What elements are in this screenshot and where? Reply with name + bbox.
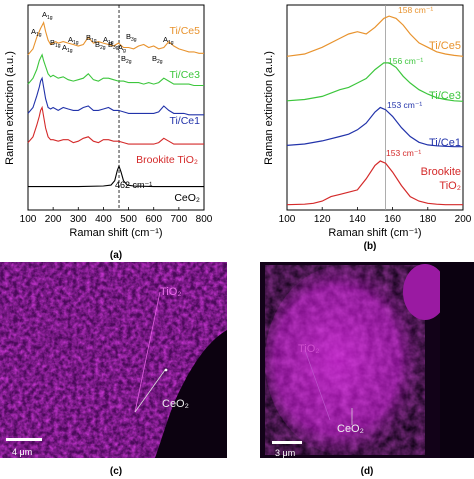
x-tick-label-b-2: 140 <box>349 214 366 225</box>
mode-label-B3g_2: B3g <box>126 32 137 43</box>
mode-label-A1g_5: A1g <box>163 35 174 46</box>
x-tick-label-a-4: 500 <box>120 214 137 225</box>
series-line-0 <box>27 21 204 56</box>
panel-a-ylabel: Raman extinction (a.u.) <box>4 51 16 165</box>
mode-label-B2g_3: B2g <box>152 54 163 65</box>
mode-label-A1g_3: A1g <box>68 35 79 46</box>
b-peak-label-3: 153 cm⁻¹ <box>386 148 421 158</box>
tio2-pointer-c <box>134 291 161 413</box>
series-label-4: CeO₂ <box>174 192 200 204</box>
series-line-4 <box>28 164 204 188</box>
b-series-label-3: Brookite <box>421 166 461 178</box>
x-tick-label-a-5: 600 <box>145 214 162 225</box>
caption-b: (b) <box>364 241 377 252</box>
x-tick-label-a-7: 800 <box>196 214 213 225</box>
x-tick-label-b-0: 100 <box>279 214 296 225</box>
mode-label-A1g_4: A1g <box>103 35 114 46</box>
x-tick-label-b-1: 120 <box>314 214 331 225</box>
b-series-line-1 <box>286 62 464 102</box>
series-label-2: Ti/Ce1 <box>169 115 200 127</box>
x-tick-label-b-3: 160 <box>384 214 401 225</box>
mode-label-A1g_left: A1g <box>31 27 42 38</box>
series-line-1 <box>27 53 204 87</box>
ceo2-pointer-c <box>134 369 166 413</box>
series-line-2 <box>27 76 204 116</box>
scalebar-label-c: 4 μm <box>12 447 32 457</box>
b-peak-label-2: 153 cm⁻¹ <box>387 100 422 110</box>
panel-d-image: TiO₂ CeO₂ 3 μm <box>260 262 474 458</box>
label-tio2-d: TiO₂ <box>298 343 320 355</box>
b-series-label-2: Ti/Ce1 <box>429 137 461 149</box>
tio2-pointer-d <box>304 349 331 421</box>
x-tick-label-b-5: 200 <box>455 214 472 225</box>
b-series-label-4: TiO₂ <box>439 180 461 192</box>
x-tick-label-a-1: 200 <box>45 214 62 225</box>
b-peak-label-0: 158 cm⁻¹ <box>398 5 433 15</box>
panel-b-chart: 158 cm⁻¹ 156 cm⁻¹ 153 cm⁻¹ 153 cm⁻¹ Ti/Ce5 Ti… <box>263 4 472 252</box>
panel-a-frame <box>27 4 205 211</box>
panel-b-ylabel: Raman extinction (a.u.) <box>263 51 275 165</box>
panel-c-image: TiO₂ CeO₂ 4 μm <box>0 262 227 458</box>
panel-a-xlabel: Raman shift (cm⁻¹) <box>69 227 162 239</box>
label-tio2-c: TiO₂ <box>160 286 182 298</box>
series-label-0: Ti/Ce5 <box>169 25 200 37</box>
caption-d: (d) <box>361 466 374 477</box>
mode-label-B1g: B1g <box>50 38 61 49</box>
mode-label-A1g_2: A1g <box>62 43 73 54</box>
x-tick-label-b-4: 180 <box>419 214 436 225</box>
x-tick-label-a-3: 400 <box>95 214 112 225</box>
series-label-1: Ti/Ce3 <box>169 69 200 81</box>
series-label-3: Brookite TiO₂ <box>136 154 198 166</box>
panel-b-xlabel: Raman shift (cm⁻¹) <box>328 227 421 239</box>
mode-label-B2g_2: B2g <box>121 54 132 65</box>
panel-b-frame <box>286 4 464 211</box>
caption-a: (a) <box>110 250 122 261</box>
b-series-label-0: Ti/Ce5 <box>429 40 461 52</box>
panel-a-chart: Ti/Ce5 Ti/Ce3 Ti/Ce1 Brookite TiO₂ CeO₂ 462 c… <box>4 4 213 261</box>
mode-label-B3g: B3g <box>108 40 119 51</box>
b-series-line-0 <box>286 15 464 57</box>
mode-label-A1g_top: A1g <box>42 10 53 21</box>
peak-label: 462 cm⁻¹ <box>115 180 152 190</box>
series-line-3 <box>27 105 204 145</box>
mode-label-Ag: Ag <box>118 43 126 54</box>
mode-label-B1g_2: B1g <box>86 33 97 44</box>
x-tick-label-a-0: 100 <box>20 214 37 225</box>
label-ceo2-c: CeO₂ <box>162 398 189 410</box>
x-tick-label-a-2: 300 <box>70 214 87 225</box>
scalebar-label-d: 3 μm <box>275 448 295 458</box>
b-series-line-3 <box>286 160 463 206</box>
scalebar-c <box>6 438 42 441</box>
b-series-line-2 <box>286 106 463 148</box>
b-series-label-1: Ti/Ce3 <box>429 90 461 102</box>
label-ceo2-d: CeO₂ <box>337 423 364 435</box>
mode-label-B2g: B2g <box>95 40 106 51</box>
b-peak-label-1: 156 cm⁻¹ <box>388 56 423 66</box>
x-tick-label-a-6: 700 <box>171 214 188 225</box>
scalebar-d <box>272 441 302 444</box>
caption-c: (c) <box>110 466 122 477</box>
